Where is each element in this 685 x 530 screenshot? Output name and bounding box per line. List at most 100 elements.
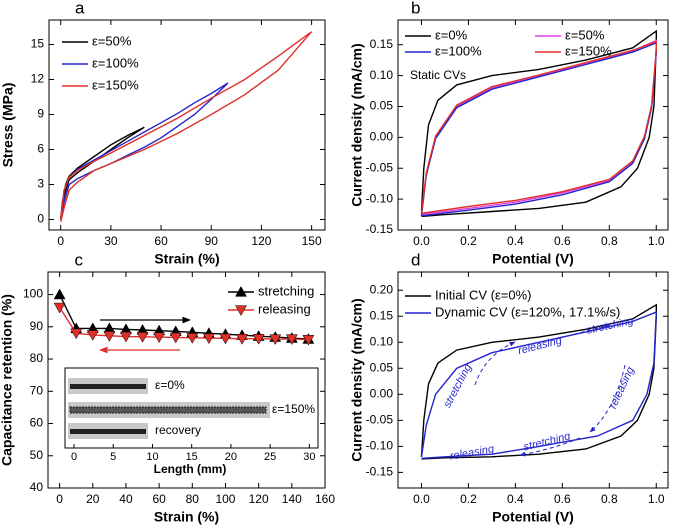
marker (53, 288, 66, 300)
arrow (519, 437, 581, 457)
legend-label: releasing (258, 301, 311, 316)
series-line (58, 294, 309, 340)
annotation: Static CVs (410, 68, 466, 82)
y-tick-label: -0.05 (366, 160, 394, 174)
y-tick-label: 0.00 (370, 386, 394, 400)
x-tick-label: 0 (57, 234, 64, 248)
marker (153, 332, 166, 344)
y-tick-label: 9 (37, 107, 44, 121)
y-tick-label: 15 (31, 37, 45, 51)
x-tick-label: 20 (86, 492, 100, 506)
x-tick-label: 80 (186, 492, 200, 506)
y-tick-label: -0.15 (366, 222, 394, 236)
inset-tick-label: 0 (71, 451, 77, 463)
inset-tick-label: 15 (186, 451, 198, 463)
arrow (559, 323, 611, 339)
series-line (420, 311, 658, 459)
y-axis-label: Capacitance retention (%) (0, 294, 15, 466)
y-tick-label: 80 (30, 351, 44, 365)
inset-tick-label: 30 (303, 451, 315, 463)
marker (186, 333, 199, 344)
panel-label: a (75, 0, 85, 17)
marker (103, 331, 116, 342)
legend-label: ε=100% (92, 55, 139, 70)
inset-tick-label: 10 (146, 451, 158, 463)
x-tick-label: 1.0 (648, 492, 665, 506)
y-tick-label: 70 (30, 383, 44, 397)
y-tick-label: -0.10 (366, 191, 394, 205)
y-tick-label: 0.00 (370, 130, 394, 144)
x-tick-label: 140 (282, 492, 302, 506)
legend-marker (235, 285, 247, 297)
y-tick-label: 0.20 (370, 282, 394, 296)
legend-label: ε=150% (565, 43, 612, 58)
x-tick-label: 0.4 (507, 234, 524, 248)
x-tick-label: 1.0 (648, 234, 665, 248)
y-tick-label: 3 (37, 177, 44, 191)
series-line (60, 31, 313, 222)
marker (252, 334, 265, 345)
series-line (420, 40, 657, 214)
y-tick-label: 60 (30, 416, 44, 430)
y-tick-label: 0 (37, 212, 44, 226)
x-axis-label: Potential (V) (492, 251, 574, 267)
inset-label: recovery (155, 423, 201, 437)
marker (202, 333, 215, 345)
legend-label: ε=50% (565, 27, 605, 42)
y-tick-label: 12 (31, 72, 45, 86)
series-line (420, 29, 657, 218)
annotation: releasing (449, 443, 496, 463)
marker (285, 334, 298, 346)
y-tick-label: 6 (37, 142, 44, 156)
strip (70, 384, 146, 389)
panel-label: b (411, 0, 420, 17)
plot-frame (397, 271, 669, 489)
plot-frame (48, 19, 326, 231)
x-tick-label: 0.8 (601, 234, 618, 248)
x-tick-label: 60 (152, 492, 166, 506)
annotation: releasing (607, 364, 637, 410)
marker (269, 334, 282, 346)
y-tick-label: 0.15 (370, 37, 394, 51)
legend-marker (235, 305, 247, 317)
y-tick-label: 0.10 (370, 334, 394, 348)
legend-label: ε=50% (92, 33, 132, 48)
series-line (59, 307, 309, 341)
legend-label: ε=150% (92, 77, 139, 92)
y-tick-label: 50 (30, 448, 44, 462)
x-tick-label: 0.4 (507, 492, 524, 506)
strip (69, 406, 267, 414)
y-tick-label: -0.15 (366, 465, 394, 479)
inset-tick-label: 5 (110, 451, 116, 463)
inset-tick-label: 25 (264, 451, 276, 463)
arrow (474, 341, 516, 386)
x-axis-label: Potential (V) (492, 509, 574, 525)
x-tick-label: 0 (56, 492, 63, 506)
y-axis-label: Current density (mA/cm) (349, 298, 365, 461)
panel-label: c (75, 250, 84, 269)
annotation: releasing (517, 334, 564, 357)
legend-label: ε=0% (435, 27, 468, 42)
inset-label: ε=150% (272, 402, 315, 416)
marker (169, 332, 182, 344)
y-axis-label: Current density (mA/cm) (349, 43, 365, 206)
x-tick-label: 0.2 (460, 492, 477, 506)
x-tick-label: 160 (315, 492, 335, 506)
y-tick-label: 0.05 (370, 360, 394, 374)
x-tick-label: 30 (104, 234, 118, 248)
y-tick-label: 0.05 (370, 99, 394, 113)
x-tick-label: 0.6 (554, 234, 571, 248)
marker (86, 330, 99, 341)
marker (236, 334, 248, 345)
y-tick-label: 90 (30, 319, 44, 333)
y-tick-label: 100 (23, 287, 43, 301)
marker (302, 335, 315, 346)
x-tick-label: 0.6 (554, 492, 571, 506)
series-line (420, 303, 657, 460)
y-axis-label: Stress (MPa) (0, 83, 16, 168)
arrow (589, 364, 626, 433)
inset-label: ε=0% (155, 378, 185, 392)
x-tick-label: 100 (215, 492, 235, 506)
annotation: stretching (522, 430, 572, 453)
